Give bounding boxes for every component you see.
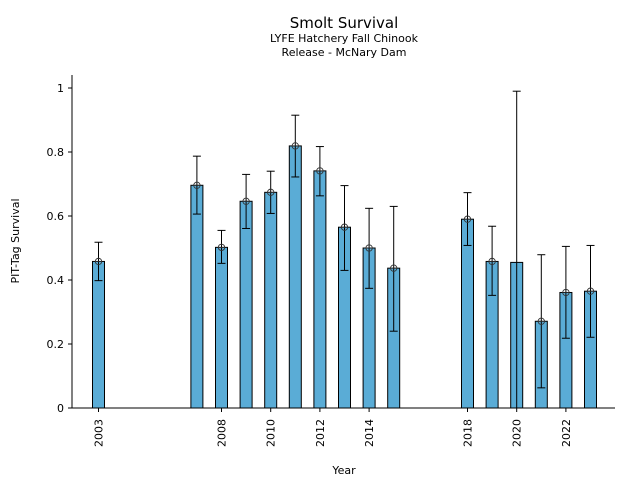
x-tick-label: 2010 [265,419,278,447]
y-axis-label: PIT-Tag Survival [9,198,22,283]
chart-subtitle-line-1: LYFE Hatchery Fall Chinook [270,32,419,45]
error-bars-group [94,90,595,408]
bar-2011 [288,145,302,409]
x-tick-label: 2020 [511,419,524,447]
x-tick-label: 2012 [314,419,327,447]
x-tick-label: 2003 [93,419,106,447]
x-axis: 2003 2008 2010 2012 2014 2018 2020 2022 [72,407,615,447]
y-tick-label: 1 [57,82,64,95]
x-axis-label: Year [331,464,356,477]
bar-2010 [264,191,278,409]
y-tick-label: 0.6 [47,210,65,223]
bar-2007 [190,184,204,409]
x-tick-label: 2022 [560,419,573,447]
bar-2003 [92,260,105,409]
chart-title: Smolt Survival [290,14,399,32]
x-tick-label: 2018 [462,419,475,447]
bar-2009 [239,200,253,409]
y-tick-label: 0.2 [47,338,65,351]
bar-2008 [215,246,228,409]
bar-2012 [313,170,327,409]
y-tick-label: 0.8 [47,146,65,159]
x-tick-label: 2014 [363,419,376,447]
y-tick-label: 0.4 [47,274,65,287]
bar-2018 [461,218,474,409]
chart-subtitle-line-2: Release - McNary Dam [282,46,407,59]
y-tick-label: 0 [57,402,64,415]
x-tick-label: 2008 [216,419,229,447]
y-axis: 0 0.2 0.4 0.6 0.8 1 [47,75,73,415]
